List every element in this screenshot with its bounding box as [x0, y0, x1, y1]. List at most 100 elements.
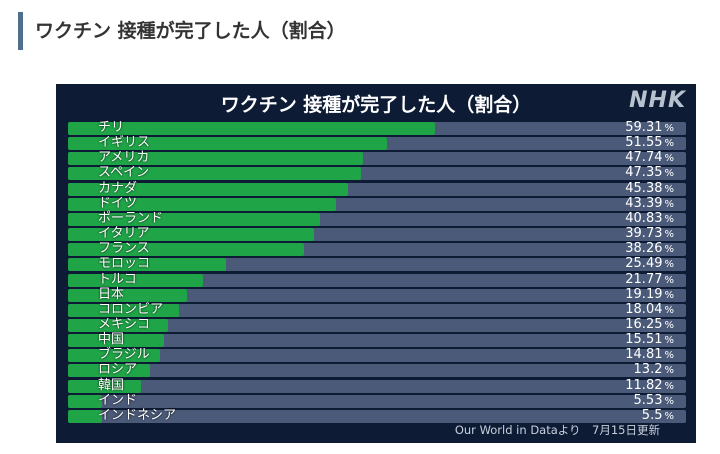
- bar-value-label: 19.19%: [625, 286, 674, 302]
- bar-fill: [68, 288, 187, 302]
- bar-fill: [68, 212, 321, 226]
- bar-track: [68, 349, 686, 363]
- bar-track: [68, 409, 686, 423]
- bar-fill: [68, 167, 361, 181]
- bar-fill: [68, 409, 102, 423]
- bar-unit: %: [664, 123, 674, 134]
- bar-list: チリ 59.31% イギリス 51.55% アメリカ 47.74% スペイン 47.35% カナ…: [56, 84, 696, 443]
- bar-fill: [68, 122, 435, 135]
- bar-unit: %: [664, 138, 674, 150]
- bar-label: チリ: [98, 120, 125, 135]
- bar-label: インド: [98, 392, 138, 408]
- bar-row: チリ 59.31%: [68, 120, 686, 135]
- bar-row: メキシコ 16.25%: [68, 316, 686, 332]
- bar-label: モロッコ: [98, 256, 151, 272]
- bar-label: ブラジル: [98, 347, 150, 363]
- nhk-logo: NHK: [629, 88, 686, 113]
- bar-fill: [68, 182, 349, 196]
- bar-label: ドイツ: [98, 195, 138, 211]
- bar-value-label: 5.5%: [641, 407, 674, 423]
- bar-value-label: 51.55%: [625, 135, 674, 151]
- bar-unit: %: [664, 410, 674, 422]
- bar-row: 韓国 11.82%: [68, 377, 686, 393]
- bar-unit: %: [664, 259, 674, 271]
- bar-value-label: 45.38%: [625, 180, 674, 196]
- bar-track: [68, 303, 686, 317]
- bar-unit: %: [664, 380, 674, 392]
- bar-label: ロシア: [98, 362, 138, 378]
- bar-unit: %: [664, 229, 674, 241]
- bar-fill: [68, 334, 164, 348]
- bar-track: [68, 379, 686, 393]
- bar-row: トルコ 21.77%: [68, 271, 686, 287]
- bar-track: [68, 273, 686, 287]
- bar-row: アメリカ 47.74%: [68, 150, 686, 166]
- bar-unit: %: [664, 289, 674, 301]
- bar-label: インドネシア: [98, 407, 177, 423]
- bar-label: 韓国: [98, 377, 125, 393]
- bar-label: 中国: [98, 332, 125, 348]
- bar-fill: [68, 379, 142, 393]
- bar-value-label: 5.53%: [633, 392, 674, 408]
- bar-value-label: 15.51%: [625, 332, 674, 348]
- bar-row: カナダ 45.38%: [68, 180, 686, 196]
- page-heading: ワクチン 接種が完了した人（割合）: [18, 12, 346, 50]
- bar-label: スペイン: [98, 165, 150, 181]
- bar-value-label: 25.49%: [625, 256, 674, 272]
- bar-label: アメリカ: [98, 150, 150, 166]
- bar-value-label: 13.2%: [633, 362, 674, 378]
- bar-label: カナダ: [98, 180, 138, 196]
- bar-row: ブラジル 14.81%: [68, 347, 686, 363]
- chart-title: ワクチン 接種が完了した人（割合）: [220, 94, 532, 116]
- bar-track: [68, 364, 686, 378]
- bar-value-label: 11.82%: [625, 377, 674, 393]
- bar-track: [68, 334, 686, 348]
- bar-label: 日本: [98, 286, 125, 302]
- bar-value-label: 40.83%: [625, 210, 674, 226]
- bar-row: 中国 15.51%: [68, 332, 686, 348]
- bar-row: ポーランド 40.83%: [68, 210, 686, 226]
- source-note: Our World in Dataより 7月15日更新: [454, 423, 660, 437]
- bar-label: イギリス: [98, 135, 151, 151]
- bar-value-label: 47.74%: [625, 150, 674, 166]
- bar-label: メキシコ: [98, 316, 151, 332]
- bar-fill: [68, 273, 203, 287]
- bar-fill: [68, 243, 305, 257]
- bar-unit: %: [664, 274, 674, 286]
- bar-label: ポーランド: [98, 210, 164, 226]
- bar-row: ロシア 13.2%: [68, 362, 686, 378]
- bar-fill: [68, 318, 169, 332]
- bar-label: イタリア: [98, 226, 150, 242]
- bar-unit: %: [664, 350, 674, 362]
- bar-value-label: 21.77%: [625, 271, 674, 287]
- bar-unit: %: [664, 153, 674, 165]
- bar-track: [68, 288, 686, 302]
- bar-unit: %: [664, 168, 674, 180]
- bar-label: コロンビア: [98, 301, 164, 317]
- bar-value-label: 38.26%: [625, 241, 674, 257]
- bar-unit: %: [664, 395, 674, 407]
- bar-unit: %: [664, 213, 674, 225]
- bar-unit: %: [664, 319, 674, 331]
- bar-unit: %: [664, 244, 674, 256]
- bar-label: フランス: [98, 241, 150, 257]
- bar-fill: [68, 137, 387, 151]
- bar-value-label: 59.31%: [625, 120, 674, 135]
- bar-fill: [68, 197, 337, 211]
- bar-value-label: 39.73%: [625, 226, 674, 242]
- bar-value-label: 14.81%: [625, 347, 674, 363]
- bar-value-label: 43.39%: [625, 195, 674, 211]
- bar-fill: [68, 228, 314, 242]
- bar-row: インドネシア 5.5%: [68, 407, 686, 423]
- bar-fill: [68, 364, 150, 378]
- bar-unit: %: [664, 198, 674, 210]
- bar-row: ドイツ 43.39%: [68, 195, 686, 211]
- bar-unit: %: [664, 335, 674, 347]
- bar-fill: [68, 258, 226, 272]
- vaccination-chart: ワクチン 接種が完了した人（割合） NHK チリ 59.31% イギリス 51.55%…: [56, 84, 696, 443]
- bar-row: モロッコ 25.49%: [68, 256, 686, 272]
- bar-row: コロンビア 18.04%: [68, 301, 686, 317]
- bar-row: インド 5.53%: [68, 392, 686, 408]
- bar-value-label: 18.04%: [625, 301, 674, 317]
- bar-fill: [68, 394, 103, 408]
